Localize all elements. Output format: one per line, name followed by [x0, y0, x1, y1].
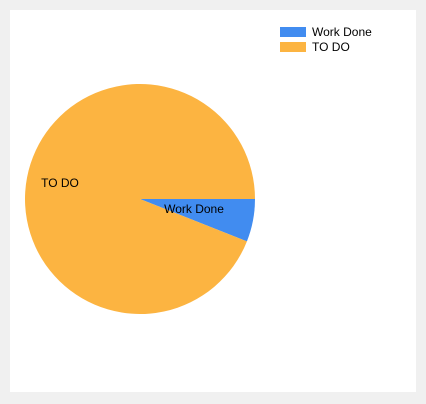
legend-item-work-done: Work Done	[280, 24, 372, 39]
slice-label-to-do: TO DO	[41, 176, 79, 190]
slice-label-work-done: Work Done	[164, 202, 224, 216]
pie-slice-work-done	[140, 199, 255, 242]
chart-legend: Work Done TO DO	[280, 24, 372, 54]
legend-swatch-work-done	[280, 26, 306, 37]
chart-panel: Work Done TO DO Work Done TO DO	[10, 10, 416, 392]
legend-swatch-to-do	[280, 41, 306, 52]
legend-label-to-do: TO DO	[312, 39, 350, 54]
legend-item-to-do: TO DO	[280, 39, 372, 54]
pie-chart: Work Done TO DO	[24, 83, 255, 314]
pie-slice-to-do	[24, 83, 255, 314]
legend-label-work-done: Work Done	[312, 24, 372, 39]
